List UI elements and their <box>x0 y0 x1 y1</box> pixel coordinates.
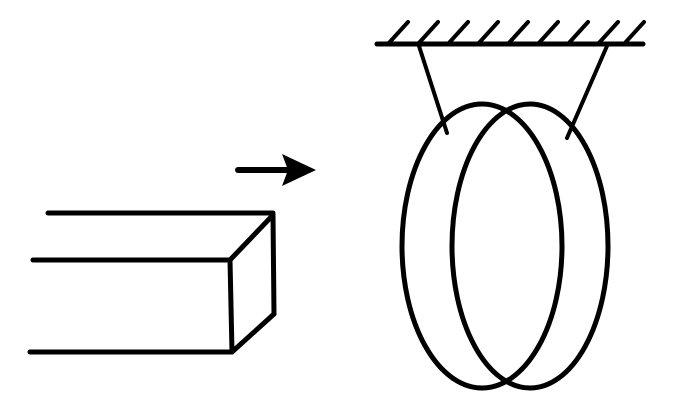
ceiling-support <box>374 20 646 47</box>
motion-arrow <box>235 154 316 186</box>
right-string <box>565 44 609 140</box>
magnet-front-vertical-edge <box>227 257 235 355</box>
left-string <box>417 44 449 135</box>
magnet-back-vertical-edge <box>270 212 277 317</box>
ceiling-hatching <box>386 20 646 46</box>
magnet-top-depth-edge <box>227 212 276 263</box>
ring-outer-ellipse <box>399 101 565 391</box>
ring-inner-ellipse <box>449 101 611 391</box>
bar-magnet <box>27 210 277 355</box>
arrow-head-icon <box>282 154 316 186</box>
suspension-strings <box>417 44 609 140</box>
magnet-bottom-depth-edge <box>229 311 277 355</box>
metal-ring <box>399 101 611 391</box>
